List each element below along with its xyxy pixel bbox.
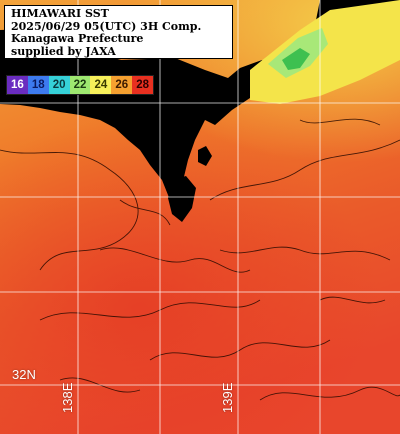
title-line-2: 2025/06/29 05(UTC) 3H Comp. <box>11 19 202 33</box>
lon-label-139e: 139E <box>220 382 235 413</box>
isotherm-contours <box>0 118 400 401</box>
legend-swatch-24: 24 <box>90 76 112 94</box>
legend-swatch-16: 16 <box>7 76 28 94</box>
lon-label-138e: 138E <box>60 382 75 413</box>
title-line-1: HIMAWARI SST <box>11 7 109 20</box>
coldest-core <box>282 48 310 70</box>
legend-swatch-22: 22 <box>69 76 91 94</box>
title-line-4: supplied by JAXA <box>11 44 116 58</box>
legend-swatch-26: 26 <box>111 76 133 94</box>
land-small-islands <box>140 126 212 166</box>
legend-swatch-18: 18 <box>27 76 49 94</box>
land-izu-peninsula <box>0 0 400 205</box>
land-oshima <box>168 176 196 222</box>
title-line-3: Kanagawa Prefecture <box>11 32 144 45</box>
map-title-box: HIMAWARI SST 2025/06/29 05(UTC) 3H Comp.… <box>4 5 233 59</box>
lat-label-32n: 32N <box>12 367 36 382</box>
temperature-legend: 16 18 20 22 24 26 28 <box>6 75 154 95</box>
legend-swatch-28: 28 <box>132 76 154 94</box>
cool-water-bay <box>250 0 400 104</box>
legend-swatch-20: 20 <box>48 76 70 94</box>
